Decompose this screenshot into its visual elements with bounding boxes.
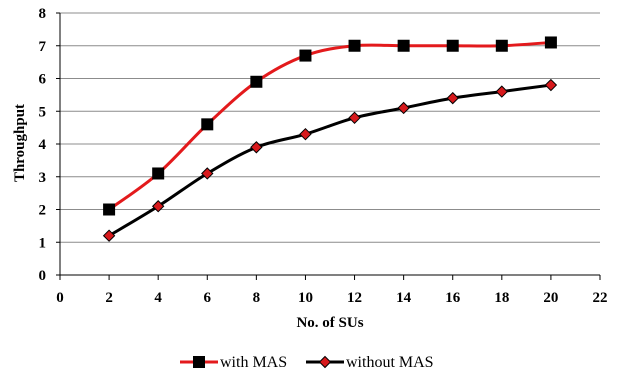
data-point-without-mas-16	[446, 91, 459, 105]
x-tick-label-2: 2	[105, 290, 113, 306]
y-tick-label-4: 4	[39, 137, 47, 153]
x-axis-title: No. of SUs	[296, 315, 363, 331]
x-tick-label-14: 14	[396, 290, 412, 306]
data-point-with-mas-10	[299, 49, 312, 62]
data-point-without-mas-12	[348, 111, 361, 125]
data-point-with-mas-12	[348, 39, 361, 52]
legend-label-without-mas: without MAS	[346, 354, 434, 371]
data-point-without-mas-14	[397, 101, 410, 115]
series-line-with-mas	[108, 40, 552, 211]
data-point-with-mas-8	[250, 75, 263, 88]
legend-label-with-mas: with MAS	[220, 354, 287, 371]
x-tick-label-10: 10	[298, 290, 313, 306]
data-point-without-mas-6	[201, 167, 214, 180]
data-point-with-mas-2	[103, 203, 116, 216]
x-tick-label-8: 8	[253, 290, 261, 306]
data-point-without-mas-10	[299, 127, 312, 141]
y-axis: 0 1 2 3 4 5 6 7 8	[39, 6, 61, 284]
y-tick-label-6: 6	[39, 72, 47, 88]
y-tick-label-1: 1	[39, 235, 47, 251]
data-point-without-mas-18	[495, 85, 509, 98]
x-tick-label-0: 0	[56, 290, 64, 306]
series-markers	[102, 36, 558, 242]
data-point-without-mas-20	[544, 78, 558, 92]
x-tick-label-22: 22	[593, 290, 608, 306]
y-axis-title: Throughput	[12, 104, 28, 182]
series-line-without-mas	[108, 83, 552, 237]
y-tick-label-3: 3	[39, 170, 47, 186]
y-tick-label-8: 8	[39, 6, 47, 22]
data-point-with-mas-16	[446, 39, 459, 52]
x-tick-label-18: 18	[494, 290, 509, 306]
legend-item-without-mas: without MAS	[306, 354, 434, 371]
series-lines	[108, 40, 552, 237]
y-tick-label-0: 0	[39, 268, 47, 284]
data-point-without-mas-2	[102, 229, 116, 242]
x-tick-label-4: 4	[154, 290, 162, 306]
y-tick-label-2: 2	[39, 203, 47, 219]
x-tick-label-12: 12	[347, 290, 362, 306]
gridlines	[60, 12, 600, 243]
legend-marker-without-mas	[318, 355, 332, 369]
data-point-with-mas-14	[397, 39, 410, 52]
x-tick-label-6: 6	[204, 290, 212, 306]
data-point-with-mas-4	[152, 167, 165, 180]
data-point-with-mas-6	[201, 118, 214, 131]
data-point-without-mas-4	[151, 200, 165, 213]
x-axis: 0 2 4 6 8 10 12 14 16 18 20 22	[56, 274, 608, 306]
legend-marker-with-mas	[193, 356, 205, 368]
data-point-with-mas-20	[544, 36, 557, 49]
data-point-with-mas-18	[495, 39, 508, 52]
y-tick-label-5: 5	[39, 104, 47, 120]
legend-item-with-mas: with MAS	[180, 354, 287, 371]
x-tick-label-20: 20	[543, 290, 558, 306]
data-point-without-mas-8	[250, 141, 263, 154]
y-tick-label-7: 7	[39, 39, 47, 55]
x-tick-label-16: 16	[445, 290, 461, 306]
legend: with MAS without MAS	[180, 354, 434, 371]
